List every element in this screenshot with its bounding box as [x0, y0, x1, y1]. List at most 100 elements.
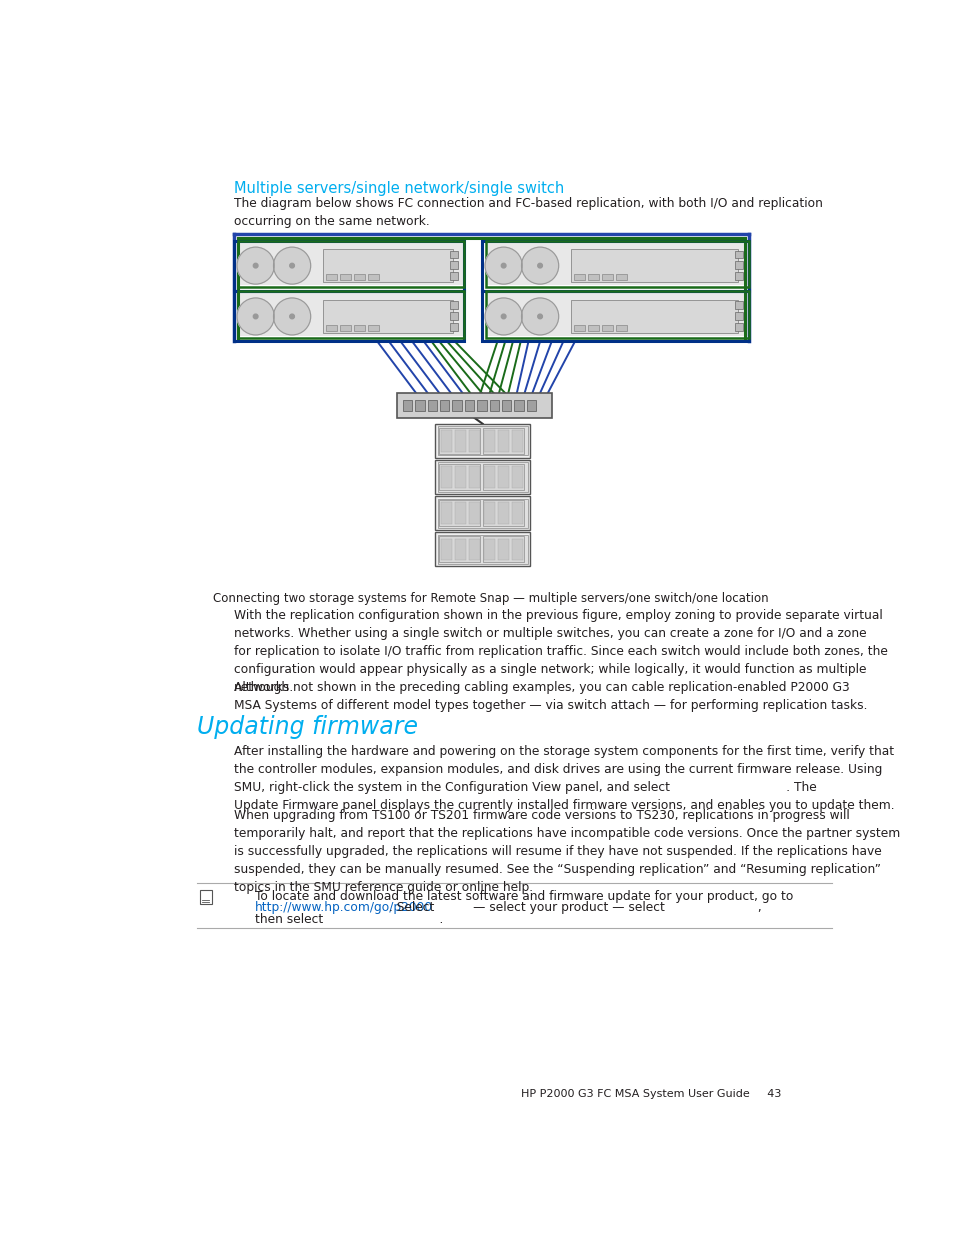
Bar [450, 312, 457, 320]
Text: Updating firmware: Updating firmware [196, 715, 417, 739]
Bar [455, 430, 465, 452]
Bar [616, 325, 626, 331]
Text: To locate and download the latest software and firmware update for your product,: To locate and download the latest softwa… [254, 890, 792, 904]
Bar [484, 538, 495, 561]
Bar [482, 536, 523, 562]
Bar [326, 325, 336, 331]
Bar [233, 241, 464, 290]
Bar [526, 400, 536, 411]
Bar [587, 274, 598, 280]
Bar [435, 532, 530, 567]
Bar [340, 325, 351, 331]
Bar [437, 426, 527, 456]
Text: Although not shown in the preceding cabling examples, you can cable replication-: Although not shown in the preceding cabl… [233, 680, 866, 713]
Bar [239, 242, 462, 285]
Bar [735, 272, 742, 280]
Bar [485, 241, 748, 287]
Bar [484, 503, 495, 524]
Bar [497, 430, 509, 452]
Circle shape [521, 298, 558, 335]
Circle shape [500, 263, 505, 268]
Circle shape [484, 298, 521, 335]
Bar [354, 325, 365, 331]
Circle shape [500, 314, 505, 319]
Bar [437, 462, 527, 492]
Text: then select                              .: then select . [254, 913, 443, 926]
Bar [735, 262, 742, 269]
Bar [440, 430, 452, 452]
Bar [354, 274, 365, 280]
Bar [484, 430, 495, 452]
Bar [512, 503, 522, 524]
Bar [587, 325, 598, 331]
Bar [427, 400, 436, 411]
Bar [476, 400, 486, 411]
Bar [455, 503, 465, 524]
Bar [415, 400, 424, 411]
Bar [455, 538, 465, 561]
Bar [487, 293, 747, 336]
Circle shape [274, 247, 311, 284]
Text: Connecting two storage systems for Remote Snap — multiple servers/one switch/one: Connecting two storage systems for Remot… [213, 593, 768, 605]
Text: HP P2000 G3 FC MSA System User Guide     43: HP P2000 G3 FC MSA System User Guide 43 [521, 1089, 781, 1099]
Bar [501, 400, 511, 411]
Circle shape [253, 263, 257, 268]
Bar [450, 324, 457, 331]
Bar [450, 262, 457, 269]
Bar [497, 503, 509, 524]
Bar [574, 274, 584, 280]
Circle shape [236, 247, 274, 284]
Bar [497, 538, 509, 561]
Circle shape [537, 314, 542, 319]
Bar [497, 466, 509, 488]
Bar [323, 300, 452, 333]
Bar [435, 424, 530, 458]
Circle shape [537, 263, 542, 268]
Bar [574, 325, 584, 331]
Circle shape [290, 314, 294, 319]
Bar [601, 325, 612, 331]
Bar [439, 500, 480, 526]
Bar [735, 324, 742, 331]
Bar [239, 293, 462, 336]
Bar [512, 466, 522, 488]
Bar [435, 496, 530, 530]
Text: . Select          — select your product — select                        ,: . Select — select your product — select … [389, 902, 760, 914]
Bar [437, 499, 527, 527]
Bar [512, 538, 522, 561]
Bar [616, 274, 626, 280]
Bar [368, 274, 378, 280]
Bar [735, 301, 742, 309]
Bar [439, 427, 480, 454]
Bar [440, 538, 452, 561]
Bar [487, 242, 747, 285]
Bar [601, 274, 612, 280]
Bar [482, 464, 523, 490]
Bar [468, 430, 479, 452]
Bar [368, 325, 378, 331]
Bar [323, 249, 452, 282]
Text: http://www.hp.com/go/p2000: http://www.hp.com/go/p2000 [254, 902, 433, 914]
Bar [439, 400, 449, 411]
Bar [481, 241, 748, 290]
Bar [464, 400, 474, 411]
Circle shape [274, 298, 311, 335]
Bar [514, 400, 523, 411]
Bar [482, 427, 523, 454]
Bar [455, 466, 465, 488]
Bar [485, 291, 748, 337]
Bar [402, 400, 412, 411]
Bar [450, 251, 457, 258]
Bar [450, 272, 457, 280]
Bar [468, 538, 479, 561]
Bar [468, 466, 479, 488]
Bar [452, 400, 461, 411]
Text: When upgrading from TS100 or TS201 firmware code versions to TS230, replications: When upgrading from TS100 or TS201 firmw… [233, 809, 900, 894]
Circle shape [484, 247, 521, 284]
Bar [439, 464, 480, 490]
Circle shape [290, 263, 294, 268]
Bar [199, 890, 212, 904]
Text: Multiple servers/single network/single switch: Multiple servers/single network/single s… [233, 182, 563, 196]
Bar [340, 274, 351, 280]
Bar [435, 461, 530, 494]
